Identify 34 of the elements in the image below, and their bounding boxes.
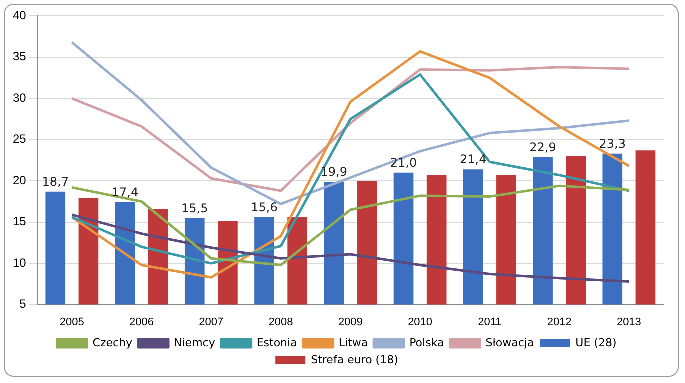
data-label: 21,4 (460, 152, 487, 167)
y-tick-label: 30 (12, 90, 27, 105)
data-label: 19,9 (320, 165, 348, 180)
legend-label: Strefa euro (18) (311, 353, 398, 366)
x-tick-label: 2013 (616, 316, 642, 328)
data-label: 23,3 (599, 137, 626, 152)
x-tick-label: 2007 (199, 316, 224, 328)
legend-label: Estonia (256, 336, 298, 350)
legend-label: Słowacja (486, 336, 534, 350)
y-tick-label: 25 (12, 132, 27, 146)
x-tick-label: 2006 (130, 316, 154, 328)
data-label: 22,9 (530, 140, 556, 154)
data-label: 18,7 (42, 174, 69, 189)
legend-label: UE (28) (576, 336, 617, 350)
x-tick-label: 2009 (338, 316, 363, 328)
legend-label: Niemcy (174, 336, 216, 350)
x-tick-label: 2010 (408, 316, 433, 328)
legend-label: Czechy (92, 336, 133, 350)
data-label: 17,4 (112, 186, 139, 200)
y-tick-label: 15 (12, 214, 27, 229)
x-tick-label: 2011 (478, 316, 502, 328)
data-label: 21,0 (390, 156, 418, 170)
legend-label: Litwa (338, 336, 368, 350)
y-tick-label: 10 (12, 256, 27, 270)
x-tick-label: 2008 (268, 316, 294, 328)
y-tick-label: 5 (20, 297, 27, 312)
data-label: 15,5 (182, 201, 208, 216)
x-tick-label: 2005 (60, 316, 84, 328)
y-tick-label: 35 (12, 50, 27, 64)
y-tick-label: 40 (12, 8, 27, 23)
legend-label: Polska (410, 336, 444, 350)
y-tick-label: 20 (12, 173, 27, 188)
x-tick-label: 2012 (547, 316, 572, 328)
data-label: 15,6 (251, 200, 278, 215)
